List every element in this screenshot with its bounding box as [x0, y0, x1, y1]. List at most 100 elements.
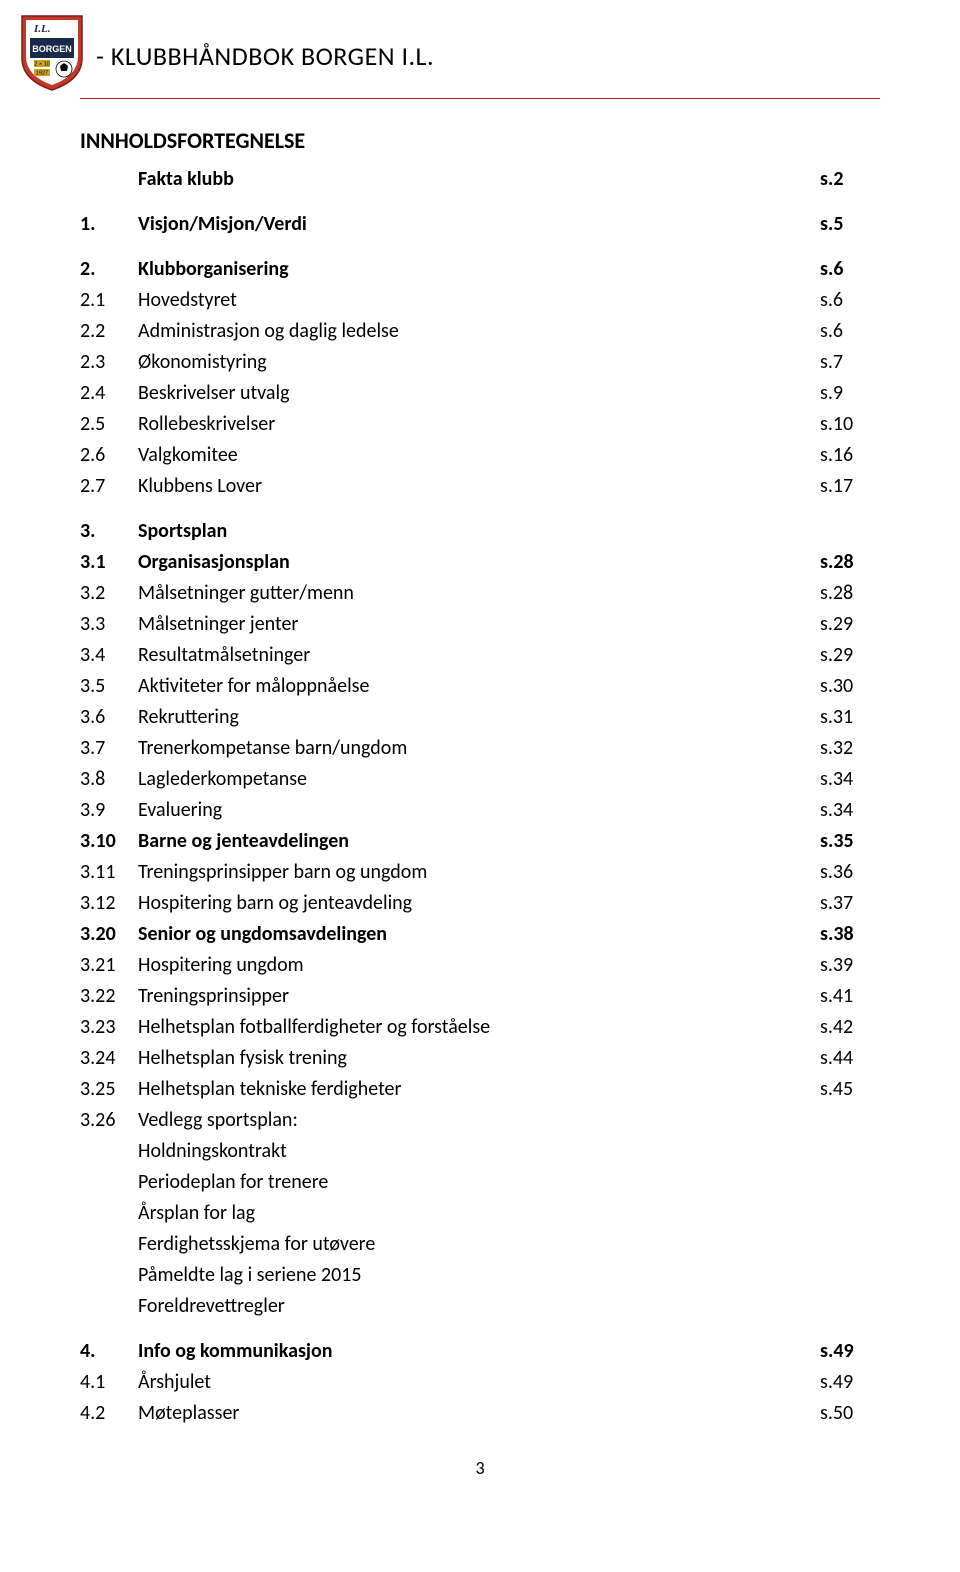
- toc-number: 3.25: [80, 1074, 138, 1105]
- toc-number: 2.1: [80, 285, 138, 316]
- toc-label: Klubbens Lover: [138, 471, 820, 502]
- toc-page-ref: s.28: [820, 578, 880, 609]
- toc-row: 3.20Senior og ungdomsavdelingens.38: [80, 919, 880, 950]
- toc-page-ref: s.6: [820, 316, 880, 347]
- toc-page-ref: s.49: [820, 1336, 880, 1367]
- toc-number: 3.5: [80, 671, 138, 702]
- toc-number: 4.1: [80, 1367, 138, 1398]
- toc-label: Holdningskontrakt: [138, 1136, 820, 1167]
- toc-label: Aktiviteter for måloppnåelse: [138, 671, 820, 702]
- toc-label: Årsplan for lag: [138, 1198, 820, 1229]
- header-title: - KLUBBHÅNDBOK BORGEN I.L.: [96, 20, 434, 72]
- toc-row: 1.Visjon/Misjon/Verdis.5: [80, 209, 880, 240]
- toc-subline: Årsplan for lag: [80, 1198, 880, 1229]
- toc-row: 2.3Økonomistyrings.7: [80, 347, 880, 378]
- toc-number: 3.2: [80, 578, 138, 609]
- toc-label: Barne og jenteavdelingen: [138, 826, 820, 857]
- toc-label: Hospitering ungdom: [138, 950, 820, 981]
- svg-text:1927: 1927: [36, 71, 48, 77]
- toc-page-ref: s.44: [820, 1043, 880, 1074]
- toc-subline: Foreldrevettregler: [80, 1291, 880, 1322]
- toc-page-ref: s.9: [820, 378, 880, 409]
- toc-number: 3.4: [80, 640, 138, 671]
- toc-number: 3.26: [80, 1105, 138, 1136]
- toc-label: Organisasjonsplan: [138, 547, 820, 578]
- toc-row: 3.4Resultatmålsetningers.29: [80, 640, 880, 671]
- toc-number: 3.1: [80, 547, 138, 578]
- toc-page-ref: s.17: [820, 471, 880, 502]
- toc-row: 2.Klubborganiserings.6: [80, 254, 880, 285]
- toc-row: 3.3Målsetninger jenters.29: [80, 609, 880, 640]
- toc-subline: Holdningskontrakt: [80, 1136, 880, 1167]
- toc-page-ref: s.39: [820, 950, 880, 981]
- toc-label: Rekruttering: [138, 702, 820, 733]
- toc-page-ref: s.29: [820, 609, 880, 640]
- toc-row: Fakta klubbs.2: [80, 164, 880, 195]
- toc-number: 3.22: [80, 981, 138, 1012]
- toc-row: 4.2Møteplassers.50: [80, 1398, 880, 1429]
- club-logo-icon: I.L. BORGEN 2 × 10 1927: [20, 14, 84, 92]
- toc-label: Evaluering: [138, 795, 820, 826]
- toc-page-ref: s.28: [820, 547, 880, 578]
- toc-label: Trenerkompetanse barn/ungdom: [138, 733, 820, 764]
- toc-number: 2.: [80, 254, 138, 285]
- toc-label: Senior og ungdomsavdelingen: [138, 919, 820, 950]
- toc-number: 3.23: [80, 1012, 138, 1043]
- toc-number: 2.4: [80, 378, 138, 409]
- toc-label: Hovedstyret: [138, 285, 820, 316]
- toc-number: 2.7: [80, 471, 138, 502]
- toc-label: Påmeldte lag i seriene 2015: [138, 1260, 820, 1291]
- toc-page-ref: s.41: [820, 981, 880, 1012]
- toc-row: 2.7Klubbens Lovers.17: [80, 471, 880, 502]
- svg-text:I.L.: I.L.: [33, 23, 51, 35]
- toc-page-ref: s.38: [820, 919, 880, 950]
- toc-page-ref: s.37: [820, 888, 880, 919]
- toc-number: 4.2: [80, 1398, 138, 1429]
- toc-label: Foreldrevettregler: [138, 1291, 820, 1322]
- page-number: 3: [80, 1457, 880, 1479]
- toc-number: 3.21: [80, 950, 138, 981]
- toc-page-ref: s.16: [820, 440, 880, 471]
- toc-number: 1.: [80, 209, 138, 240]
- toc-label: Helhetsplan fotballferdigheter og forstå…: [138, 1012, 820, 1043]
- toc-label: Visjon/Misjon/Verdi: [138, 209, 820, 240]
- toc-page-ref: s.10: [820, 409, 880, 440]
- toc-row: 3.24Helhetsplan fysisk trenings.44: [80, 1043, 880, 1074]
- toc-label: Fakta klubb: [138, 164, 820, 195]
- toc-number: 3.24: [80, 1043, 138, 1074]
- toc-label: Treningsprinsipper barn og ungdom: [138, 857, 820, 888]
- toc-number: 3.10: [80, 826, 138, 857]
- toc-label: Helhetsplan fysisk trening: [138, 1043, 820, 1074]
- toc-number: 3.12: [80, 888, 138, 919]
- toc-number: 2.3: [80, 347, 138, 378]
- toc-label: Administrasjon og daglig ledelse: [138, 316, 820, 347]
- toc-subline: Påmeldte lag i seriene 2015: [80, 1260, 880, 1291]
- toc-page-ref: s.30: [820, 671, 880, 702]
- toc-row: 3.5Aktiviteter for måloppnåelses.30: [80, 671, 880, 702]
- toc-page-ref: s.31: [820, 702, 880, 733]
- toc-page-ref: s.34: [820, 764, 880, 795]
- toc-number: 2.2: [80, 316, 138, 347]
- toc-page-ref: s.6: [820, 285, 880, 316]
- toc-page-ref: s.2: [820, 164, 880, 195]
- toc-number: 3.3: [80, 609, 138, 640]
- toc-label: Periodeplan for trenere: [138, 1167, 820, 1198]
- toc-row: 4.1Årshjulets.49: [80, 1367, 880, 1398]
- toc-page-ref: s.35: [820, 826, 880, 857]
- header-divider: [80, 98, 880, 99]
- toc-row: 4.Info og kommunikasjons.49: [80, 1336, 880, 1367]
- toc-number: 2.6: [80, 440, 138, 471]
- toc-heading: INNHOLDSFORTEGNELSE: [80, 127, 880, 154]
- toc-label: Målsetninger jenter: [138, 609, 820, 640]
- toc-row: 3.2Målsetninger gutter/menns.28: [80, 578, 880, 609]
- toc-row: 2.5Rollebeskrivelsers.10: [80, 409, 880, 440]
- toc-label: Rollebeskrivelser: [138, 409, 820, 440]
- toc-label: Vedlegg sportsplan:: [138, 1105, 820, 1136]
- toc-page-ref: s.7: [820, 347, 880, 378]
- toc-label: Sportsplan: [138, 516, 820, 547]
- toc-row: 2.1Hovedstyrets.6: [80, 285, 880, 316]
- toc-row: 2.6Valgkomitees.16: [80, 440, 880, 471]
- svg-text:BORGEN: BORGEN: [32, 44, 72, 54]
- toc-page-ref: s.36: [820, 857, 880, 888]
- document-page: I.L. BORGEN 2 × 10 1927 - KLUBBHÅNDBOK B…: [0, 0, 960, 1572]
